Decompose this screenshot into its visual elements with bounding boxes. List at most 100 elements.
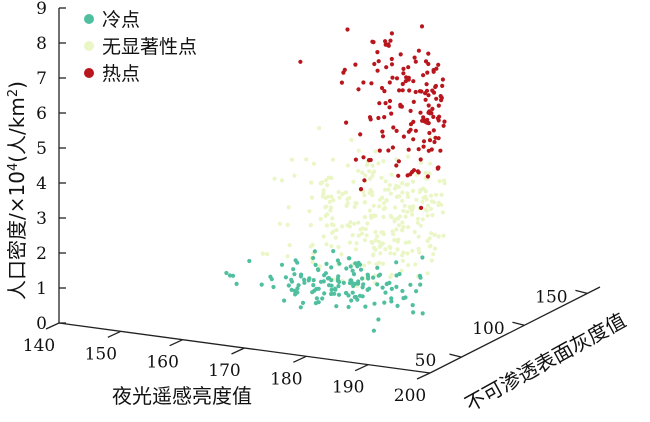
point-hot — [434, 96, 439, 101]
point-neutral — [360, 170, 365, 175]
point-cold — [311, 278, 316, 283]
point-neutral — [352, 204, 357, 210]
point-cold — [352, 295, 357, 300]
point-neutral — [395, 216, 401, 221]
point-hot — [389, 62, 395, 67]
point-neutral — [428, 206, 433, 211]
point-cold — [341, 280, 346, 285]
point-hot — [411, 99, 416, 104]
point-cold — [334, 304, 339, 309]
point-neutral — [433, 192, 439, 197]
point-neutral — [432, 246, 438, 251]
point-cold — [322, 291, 327, 296]
point-neutral — [352, 221, 357, 226]
point-cold — [351, 272, 357, 277]
point-hot — [427, 109, 432, 114]
point-hot — [431, 90, 437, 95]
point-neutral — [402, 203, 407, 208]
point-neutral — [353, 247, 359, 252]
point-neutral — [365, 221, 370, 226]
point-neutral — [375, 234, 380, 239]
point-neutral — [425, 213, 430, 218]
point-cold — [268, 274, 273, 279]
point-hot — [389, 111, 394, 116]
point-neutral — [345, 197, 350, 202]
point-cold — [336, 284, 341, 289]
point-cold — [380, 285, 385, 290]
point-neutral — [324, 204, 329, 209]
point-cold — [389, 286, 394, 291]
legend-marker-cold — [84, 14, 94, 24]
z-tick-label: 0 — [36, 314, 47, 334]
point-cold — [307, 276, 312, 281]
point-hot — [407, 88, 412, 93]
point-neutral — [343, 190, 349, 195]
point-neutral — [358, 227, 363, 232]
point-neutral — [416, 246, 421, 251]
point-cold — [329, 287, 334, 292]
point-hot — [424, 120, 429, 125]
y-tick-mark — [575, 289, 588, 295]
point-hot — [436, 103, 441, 108]
point-neutral — [423, 170, 428, 176]
z-tick-label: 3 — [36, 209, 47, 229]
x-ticks: 140 150 160 170 180 190 200 — [23, 322, 431, 406]
x-tick-label: 140 — [23, 336, 55, 356]
point-hot — [406, 147, 411, 152]
point-hot — [440, 77, 445, 82]
point-cold — [366, 276, 371, 281]
point-neutral — [417, 250, 422, 255]
point-neutral — [381, 214, 386, 220]
point-neutral — [318, 181, 323, 186]
point-neutral — [410, 207, 415, 212]
point-cold — [344, 266, 349, 271]
point-hot — [388, 38, 393, 43]
point-hot — [345, 27, 350, 32]
point-neutral — [349, 137, 354, 142]
point-hot — [375, 68, 380, 73]
point-neutral — [388, 251, 393, 256]
point-neutral — [416, 234, 421, 239]
point-cold — [286, 283, 291, 288]
point-cold — [312, 249, 317, 254]
point-neutral — [370, 163, 375, 168]
x-tick-label: 180 — [270, 369, 302, 389]
point-cold — [394, 260, 399, 265]
point-neutral — [379, 230, 384, 235]
point-neutral — [428, 161, 433, 166]
point-hot — [431, 114, 436, 119]
point-hot — [411, 168, 417, 173]
point-cold — [411, 310, 416, 315]
point-neutral — [329, 244, 334, 249]
point-cold — [315, 267, 321, 272]
point-neutral — [423, 189, 428, 194]
point-cold — [394, 273, 399, 278]
point-hot — [413, 89, 418, 95]
point-cold — [329, 265, 334, 270]
x-tick-label: 190 — [332, 378, 364, 398]
point-neutral — [379, 175, 384, 180]
point-neutral — [405, 154, 411, 159]
point-neutral — [304, 157, 309, 162]
point-hot — [431, 68, 436, 73]
point-hot — [433, 135, 438, 140]
point-hot — [376, 59, 381, 64]
point-hot — [382, 115, 387, 120]
point-neutral — [329, 194, 334, 199]
point-hot — [298, 59, 303, 64]
point-neutral — [414, 197, 419, 202]
point-hot — [339, 80, 344, 85]
point-cold — [336, 292, 342, 297]
point-cold — [371, 328, 376, 333]
point-neutral — [286, 205, 291, 210]
point-neutral — [331, 223, 336, 228]
legend-label-hot: 热点 — [102, 63, 140, 85]
point-hot — [439, 95, 444, 100]
point-cold — [335, 278, 340, 283]
point-neutral — [350, 233, 355, 238]
point-cold — [295, 290, 300, 295]
point-neutral — [440, 210, 445, 215]
point-neutral — [405, 209, 410, 214]
point-neutral — [418, 160, 424, 165]
point-neutral — [325, 194, 331, 199]
